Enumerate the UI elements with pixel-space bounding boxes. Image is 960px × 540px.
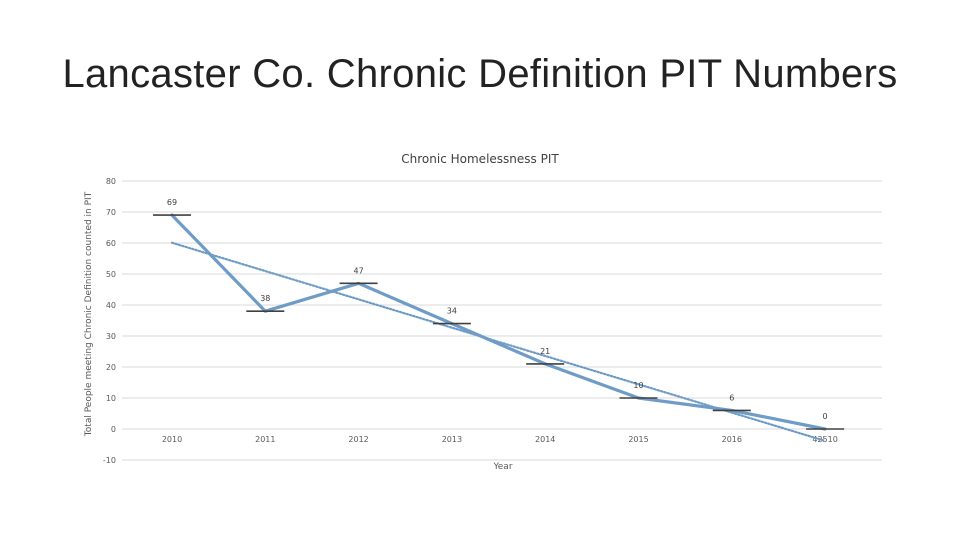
y-tick-label: 40 (106, 301, 116, 310)
x-tick-label: 2013 (442, 435, 462, 444)
y-tick-label: -10 (103, 456, 116, 465)
y-tick-label: 30 (106, 332, 116, 341)
x-axis-title: Year (492, 462, 512, 472)
data-label: 10 (633, 381, 643, 390)
x-tick-label: 42510 (812, 435, 837, 444)
slide-title: Lancaster Co. Chronic Definition PIT Num… (62, 52, 898, 96)
x-tick-label: 2014 (535, 435, 555, 444)
y-tick-label: 60 (106, 239, 116, 248)
data-label: 0 (823, 412, 828, 421)
data-label: 6 (729, 393, 734, 402)
data-label-layer: 69 38 47 34 21 10 6 0 (167, 198, 828, 421)
y-tick-label: 0 (111, 425, 116, 434)
y-tick-labels: -10 0 10 20 30 40 50 60 70 80 (103, 177, 116, 465)
x-tick-label: 2016 (722, 435, 742, 444)
data-label: 69 (167, 198, 177, 207)
y-tick-label: 70 (106, 208, 116, 217)
chart-title: Chronic Homelessness PIT (401, 152, 559, 166)
data-label: 34 (447, 307, 457, 316)
x-tick-label: 2015 (628, 435, 648, 444)
data-label: 47 (354, 266, 364, 275)
data-label: 38 (260, 294, 270, 303)
x-tick-label: 2012 (348, 435, 368, 444)
gridlines (122, 180, 882, 461)
series-line (170, 213, 827, 431)
x-tick-label: 2010 (162, 435, 182, 444)
data-label: 21 (540, 347, 550, 356)
marker-layer (153, 214, 845, 430)
y-axis-title: Total People meeting Chronic Definition … (84, 191, 94, 437)
y-tick-label: 20 (106, 363, 116, 372)
x-tick-label: 2011 (255, 435, 275, 444)
y-tick-label: 80 (106, 177, 116, 186)
y-tick-label: 50 (106, 270, 116, 279)
series-layer (170, 213, 827, 431)
y-tick-label: 10 (106, 394, 116, 403)
x-tick-labels: 2010 2011 2012 2013 2014 2015 2016 42510 (162, 435, 838, 444)
